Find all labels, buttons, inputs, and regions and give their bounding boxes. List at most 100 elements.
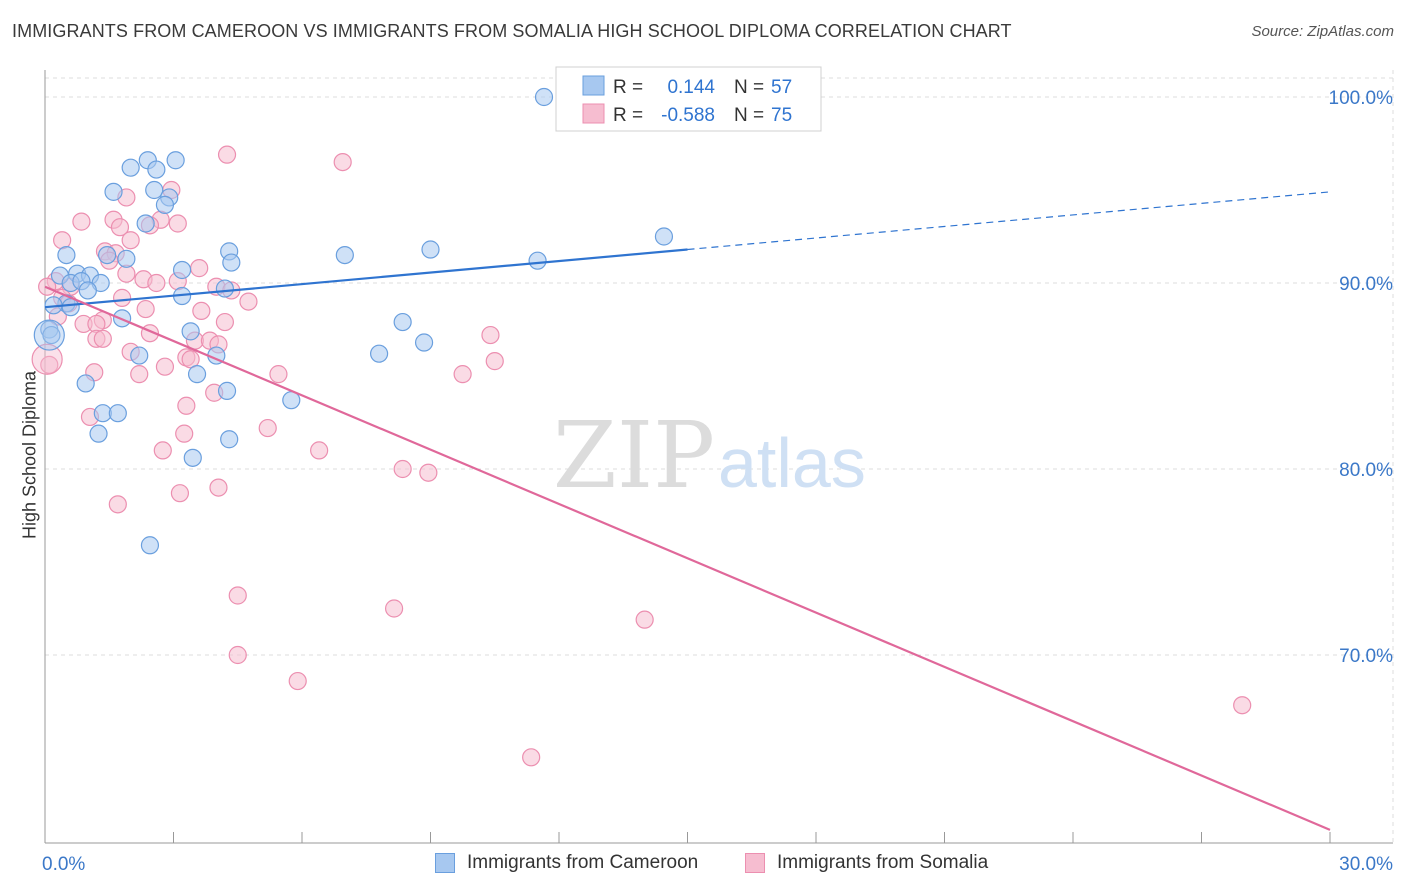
point-cameroon: [104, 182, 123, 201]
correlation-legend: R = 0.144 N = 57 R = -0.588 N = 75: [555, 66, 822, 132]
watermark-atlas: atlas: [718, 424, 866, 502]
point-cameroon: [147, 160, 166, 179]
legend-swatch-cameroon-bottom: [435, 853, 455, 873]
point-somalia: [147, 273, 166, 293]
legend-item-somalia: Immigrants from Somalia: [745, 852, 988, 874]
point-somalia: [215, 312, 234, 332]
point-cameroon: [108, 404, 127, 423]
point-somalia: [419, 463, 438, 482]
legend-swatch-cameroon: [582, 75, 605, 96]
legend-swatch-somalia: [582, 103, 605, 124]
point-cameroon: [528, 251, 547, 270]
point-somalia: [228, 645, 247, 665]
watermark-zip: ZIP: [553, 402, 715, 509]
point-somalia: [310, 441, 329, 460]
point-somalia: [453, 365, 472, 384]
legend-label-somalia: Immigrants from Somalia: [777, 852, 989, 873]
point-somalia: [481, 325, 500, 345]
legend-label-cameroon: Immigrants from Cameroon: [467, 852, 699, 873]
point-somalia: [192, 301, 211, 320]
point-cameroon: [187, 365, 207, 384]
legend-r-label-1: R =: [613, 77, 643, 98]
legend-n-value-2: 75: [771, 105, 792, 126]
point-cameroon: [370, 344, 389, 363]
point-somalia: [239, 292, 258, 311]
point-somalia: [168, 214, 187, 233]
legend-n-label-2: N =: [734, 105, 764, 126]
point-cameroon: [217, 381, 237, 400]
point-cameroon-large: [33, 319, 65, 351]
point-cameroon: [222, 253, 241, 272]
legend-swatch-somalia-bottom: [745, 853, 765, 873]
tick-labels: 100.0% 90.0% 80.0% 70.0% 0.0% 30.0%: [42, 88, 1393, 875]
point-somalia: [121, 231, 140, 250]
point-cameroon: [421, 240, 440, 259]
point-cameroon: [414, 333, 434, 352]
y-tick-label: 70.0%: [1339, 646, 1393, 667]
point-cameroon: [181, 322, 200, 341]
point-somalia: [40, 355, 59, 374]
series-cameroon-points: [33, 87, 674, 555]
point-cameroon: [393, 312, 412, 332]
legend-r-value-1: 0.144: [667, 77, 715, 98]
point-somalia: [258, 418, 277, 438]
point-somalia: [384, 599, 404, 618]
point-cameroon: [89, 424, 108, 443]
point-somalia: [93, 329, 112, 348]
point-cameroon: [654, 227, 674, 246]
legend-r-label-2: R =: [613, 105, 643, 126]
point-cameroon: [534, 87, 554, 107]
point-somalia: [170, 484, 190, 503]
axes: [44, 70, 1393, 844]
point-cameroon: [155, 195, 175, 214]
point-cameroon: [215, 279, 234, 298]
legend-r-value-2: -0.588: [661, 105, 715, 126]
watermark: ZIP atlas: [553, 402, 866, 509]
point-cameroon: [183, 448, 202, 467]
trend-somalia: [44, 285, 1331, 831]
point-somalia: [1233, 696, 1252, 715]
y-tick-label: 90.0%: [1339, 274, 1393, 295]
point-somalia: [209, 478, 228, 497]
point-cameroon: [140, 536, 160, 555]
series-somalia-points: [31, 145, 1252, 767]
legend-item-cameroon: Immigrants from Cameroon: [435, 852, 698, 874]
trend-cameroon: [44, 248, 688, 309]
point-somalia: [190, 259, 209, 278]
y-tick-label: 80.0%: [1339, 460, 1393, 481]
point-somalia: [153, 441, 172, 460]
point-cameroon: [78, 281, 97, 300]
point-cameroon: [117, 249, 136, 268]
y-tick-label: 100.0%: [1329, 88, 1394, 109]
point-somalia: [485, 352, 504, 371]
point-cameroon: [98, 246, 117, 265]
point-somalia: [217, 145, 237, 164]
point-somalia: [228, 586, 247, 605]
point-cameroon: [130, 346, 149, 365]
point-somalia: [108, 495, 127, 514]
point-cameroon: [76, 374, 95, 393]
point-somalia: [136, 299, 155, 319]
chart-title: IMMIGRANTS FROM CAMEROON VS IMMIGRANTS F…: [12, 21, 1012, 41]
point-cameroon: [42, 325, 61, 345]
point-somalia: [269, 365, 288, 384]
x-tick-label-min: 0.0%: [42, 854, 85, 875]
point-somalia: [155, 357, 175, 376]
point-cameroon: [166, 151, 185, 170]
point-somalia: [110, 218, 130, 237]
legend-n-label-1: N =: [734, 77, 764, 98]
point-cameroon: [220, 430, 239, 449]
point-cameroon: [136, 214, 155, 233]
point-somalia: [393, 459, 412, 479]
point-somalia: [522, 748, 541, 767]
point-cameroon: [335, 246, 354, 265]
point-somalia: [333, 153, 352, 172]
point-somalia: [177, 396, 196, 415]
point-somalia: [130, 365, 149, 384]
point-somalia: [288, 671, 307, 691]
point-cameroon: [145, 180, 164, 200]
point-somalia: [112, 288, 132, 307]
point-cameroon: [172, 260, 192, 280]
trend-lines: [44, 191, 1331, 831]
